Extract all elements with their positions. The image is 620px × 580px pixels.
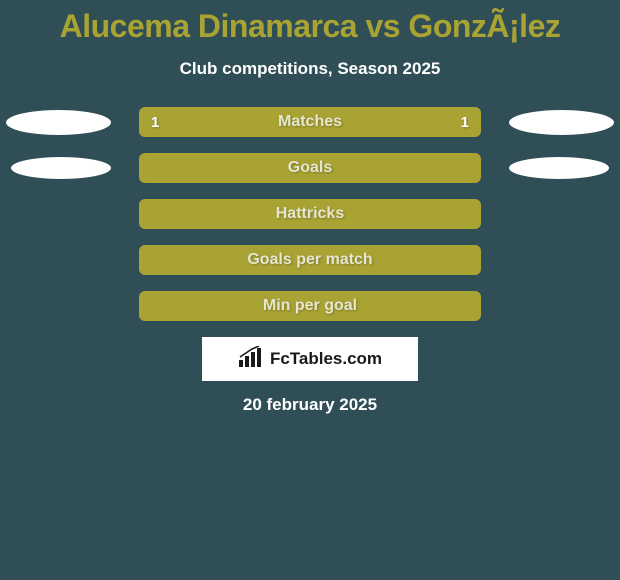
subtitle: Club competitions, Season 2025 xyxy=(0,59,620,79)
logo-text-rest: Tables.com xyxy=(290,349,382,368)
stat-bar: 1 Matches 1 xyxy=(139,107,481,137)
stat-row: Goals xyxy=(0,153,620,183)
page-title: Alucema Dinamarca vs GonzÃ¡lez xyxy=(0,8,620,45)
stat-rows: 1 Matches 1 Goals Hattricks Goals per match Mi… xyxy=(0,107,620,321)
stat-label: Hattricks xyxy=(276,205,344,223)
stat-row: Goals per match xyxy=(0,245,620,275)
stat-row: Min per goal xyxy=(0,291,620,321)
stat-label: Goals xyxy=(288,159,332,177)
right-oval xyxy=(509,110,614,135)
stat-row: Hattricks xyxy=(0,199,620,229)
stat-label: Goals per match xyxy=(247,251,372,269)
stat-row: 1 Matches 1 xyxy=(0,107,620,137)
stat-right-value: 1 xyxy=(461,114,469,131)
date-label: 20 february 2025 xyxy=(0,395,620,415)
infographic-container: Alucema Dinamarca vs GonzÃ¡lez Club comp… xyxy=(0,0,620,580)
logo-text-fc: Fc xyxy=(270,349,290,368)
stat-left-value: 1 xyxy=(151,114,159,131)
left-oval xyxy=(6,110,111,135)
stat-bar: Hattricks xyxy=(139,199,481,229)
stat-bar: Min per goal xyxy=(139,291,481,321)
left-oval xyxy=(11,157,111,179)
stat-bar: Goals xyxy=(139,153,481,183)
stat-label: Matches xyxy=(278,113,342,131)
logo-text: FcTables.com xyxy=(270,349,382,369)
stat-bar: Goals per match xyxy=(139,245,481,275)
barchart-icon xyxy=(238,346,264,373)
logo-box: FcTables.com xyxy=(202,337,418,381)
stat-label: Min per goal xyxy=(263,297,357,315)
right-oval xyxy=(509,157,609,179)
